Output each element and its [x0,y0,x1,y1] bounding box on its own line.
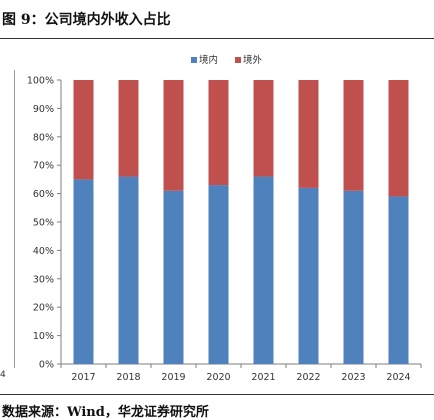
bar-overseas-2018 [118,80,139,177]
y-tick-label: 40% [33,246,54,257]
top-rule [0,38,434,39]
bar-domestic-2017 [73,179,94,364]
bar-domestic-2020 [208,185,229,364]
bar-domestic-2022 [298,187,319,364]
x-tick-label: 2017 [71,372,95,383]
y-tick-label: 90% [33,104,54,115]
x-tick-label: 2018 [116,372,140,383]
x-tick-label: 2022 [296,372,320,383]
y-tick-label: 50% [33,218,54,229]
y-tick-label: 60% [33,189,54,200]
x-tick-label: 2019 [161,372,185,383]
bar-series [73,80,409,364]
y-tick-label: 20% [33,303,54,314]
y-axis: 0% 10% 20% 30% 40% 50% 60% 70% 80% 90% 100% [27,76,62,371]
bottom-rule [0,394,434,395]
bar-overseas-2022 [298,80,319,188]
chart-legend: 境内 境外 [191,54,263,66]
bar-domestic-2019 [163,190,184,364]
y-tick-label: 70% [33,161,54,172]
legend-swatch-domestic [191,57,197,63]
y-tick-label: 30% [33,274,54,285]
bar-overseas-2023 [343,80,364,191]
bar-overseas-2021 [253,80,274,177]
x-tick-label: 2020 [206,372,230,383]
left-panel-tick-fragment: 4 [0,370,6,380]
x-tick-label: 2021 [251,372,275,383]
bar-domestic-2024 [388,196,409,364]
y-tick-label: 80% [33,132,54,143]
legend-label-domestic: 境内 [199,54,218,66]
left-panel-edge [14,70,15,368]
bar-overseas-2024 [388,80,409,197]
source-note: 数据来源：Wind，华龙证券研究所 [2,405,209,420]
bar-domestic-2018 [118,176,139,364]
legend-label-overseas: 境外 [243,54,263,66]
y-tick-label: 0% [39,360,54,371]
bar-overseas-2017 [73,80,94,180]
legend-swatch-overseas [235,57,241,63]
bar-domestic-2021 [253,176,274,364]
bar-overseas-2019 [163,80,184,191]
stacked-bar-chart: 境内 境外 0% 10% 20% 30% 40% 50% 60% 70% 80% 90% 100% 2… [27,54,422,383]
y-tick-label: 10% [33,331,54,342]
x-tick-label: 2023 [341,372,365,383]
bar-overseas-2020 [208,80,229,186]
y-tick-label: 100% [27,76,54,87]
x-tick-label: 2024 [386,372,410,383]
bar-domestic-2023 [343,190,364,364]
x-axis: 2017 2018 2019 2020 2021 2022 2023 2024 [60,363,422,383]
figure-title: 图 9：公司境内外收入占比 [2,12,171,28]
